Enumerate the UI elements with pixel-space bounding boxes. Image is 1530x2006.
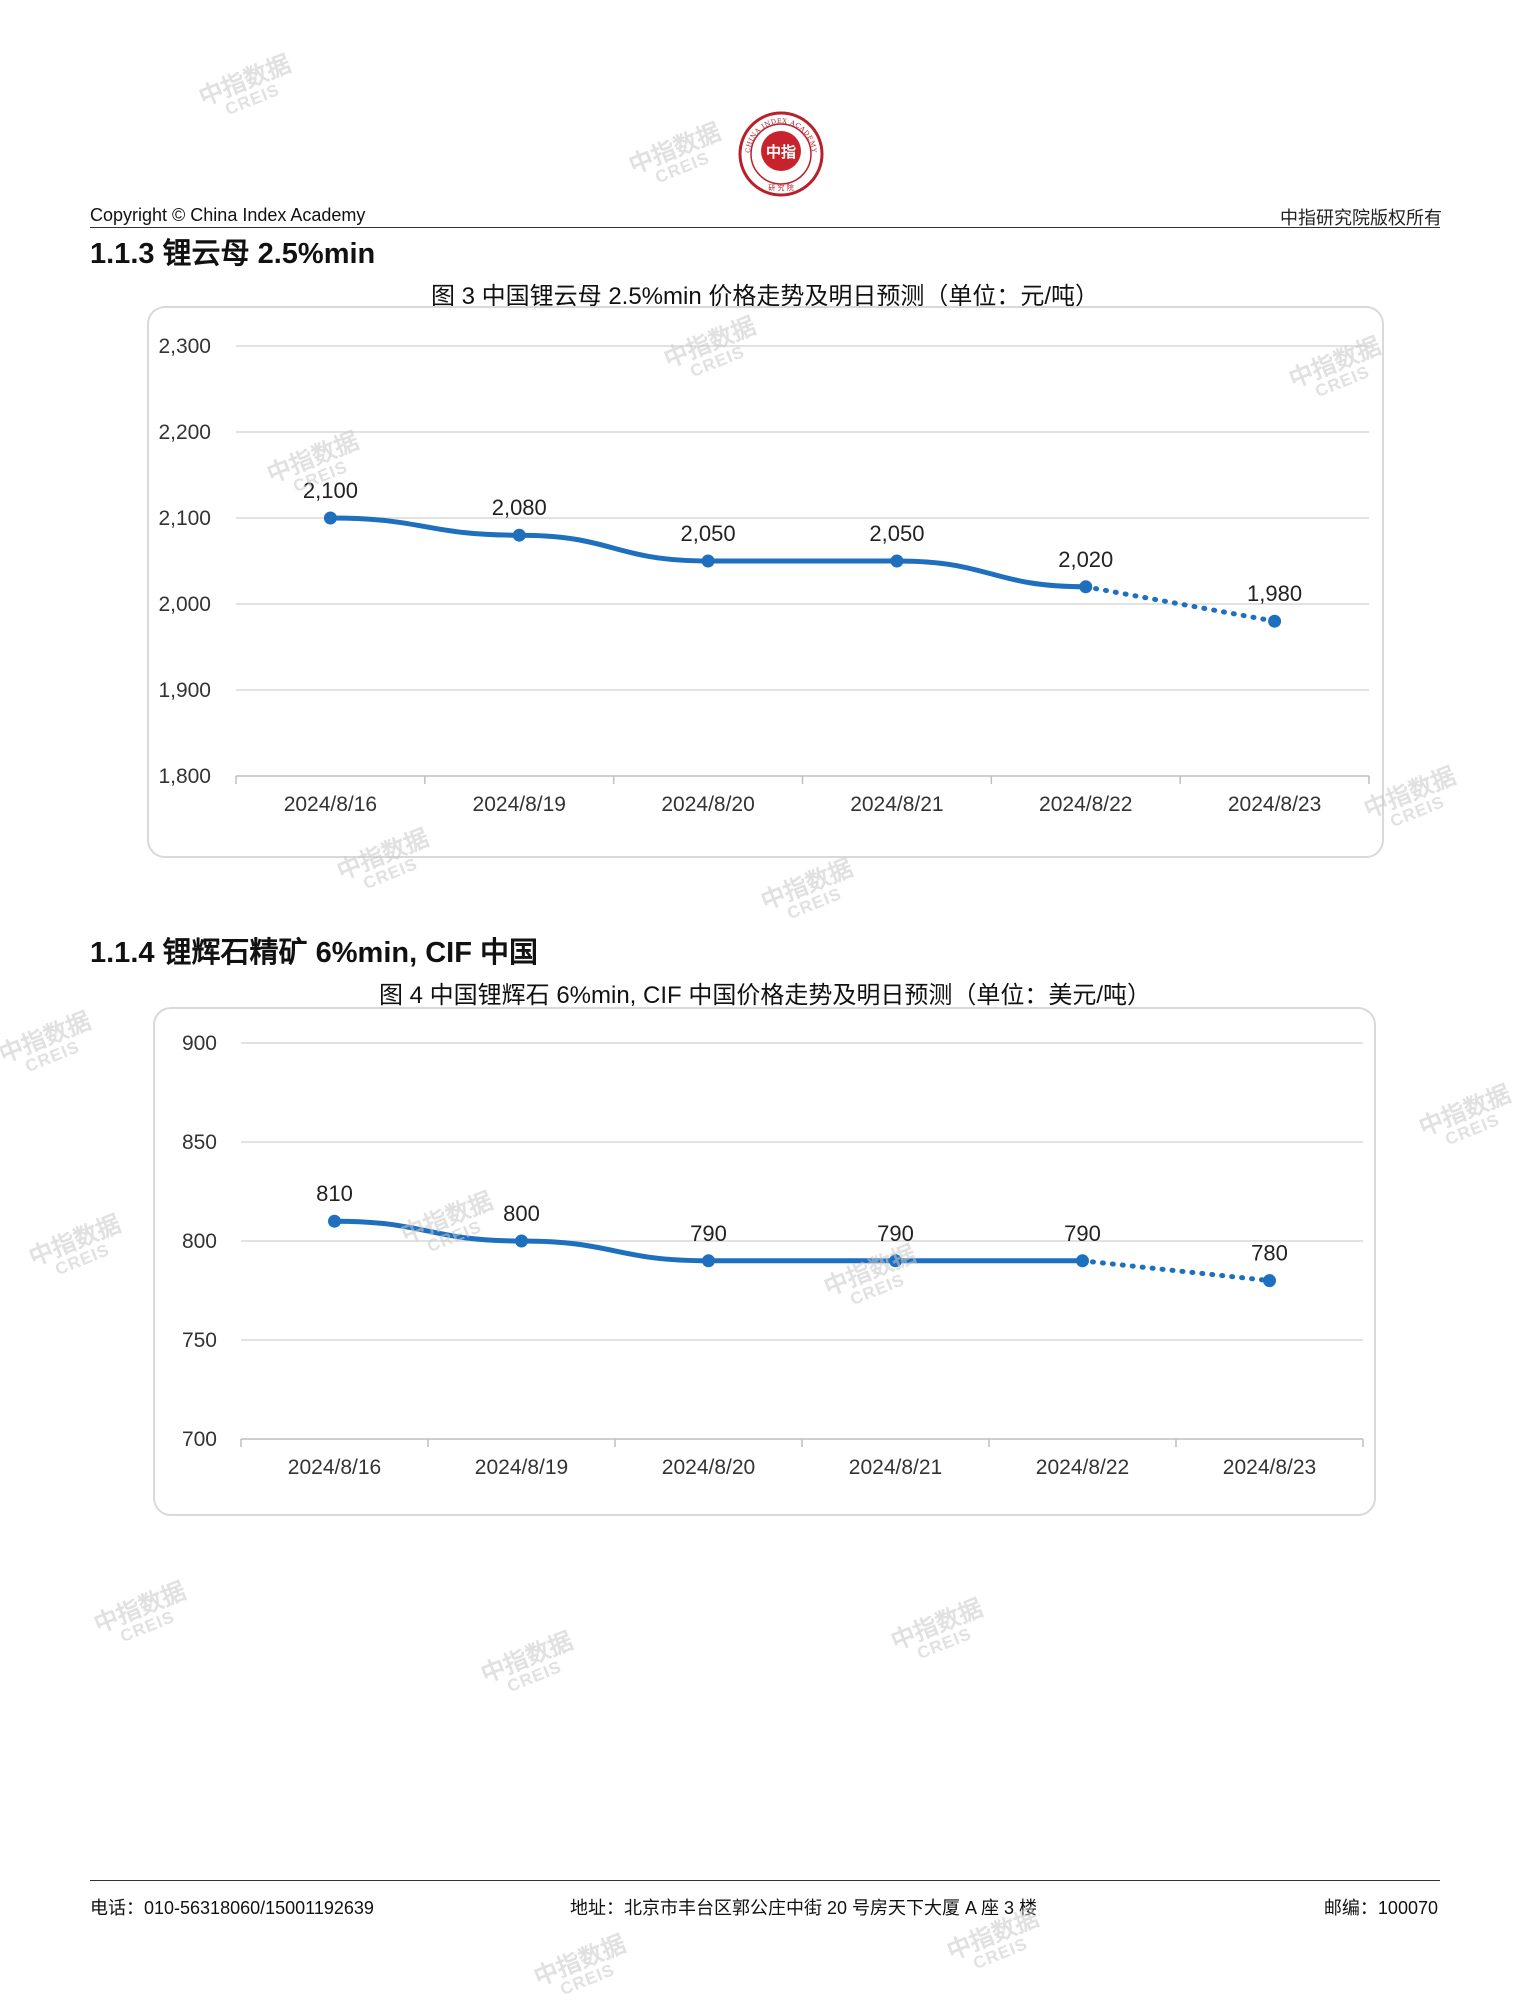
- lepidolite-price-chart: 1,800 1,900 2,000 2,100 2,200 2,300 2024/8/16 2…: [158, 335, 1370, 816]
- x-tick-label: 2024/8/19: [473, 793, 566, 816]
- x-tick-label: 2024/8/23: [1228, 793, 1321, 816]
- data-label: 1,980: [1247, 581, 1302, 606]
- data-point: [328, 1214, 341, 1228]
- y-tick-label: 2,300: [158, 335, 211, 358]
- footer-postcode: 邮编：100070: [1323, 1898, 1438, 1918]
- watermark: 中指数据 CREIS: [887, 1593, 987, 1664]
- watermark: 中指数据 CREIS: [625, 117, 725, 188]
- x-tick-label: 2024/8/16: [284, 793, 377, 816]
- forecast-line: [1080, 1258, 1272, 1284]
- data-label: 2,020: [1058, 547, 1113, 572]
- data-label: 780: [1251, 1241, 1288, 1266]
- data-point: [1263, 1274, 1276, 1288]
- chart-box-1: 1,800 1,900 2,000 2,100 2,200 2,300 2024/8/16 2…: [147, 306, 1384, 858]
- header-divider: [90, 227, 1440, 228]
- y-tick-label: 2,200: [158, 421, 211, 444]
- watermark: 中指数据 CREIS: [1415, 1079, 1515, 1150]
- data-label: 2,050: [869, 521, 924, 546]
- x-tick-label: 2024/8/19: [475, 1456, 568, 1479]
- data-label: 800: [503, 1201, 540, 1226]
- y-tick-label: 1,800: [158, 765, 211, 788]
- data-point: [701, 554, 715, 568]
- y-tick-label: 750: [182, 1329, 217, 1352]
- y-tick-label: 2,100: [158, 507, 211, 530]
- data-point: [702, 1254, 715, 1268]
- footer-phone: 电话：010-56318060/15001192639: [90, 1898, 374, 1918]
- data-point: [512, 528, 526, 542]
- spodumene-price-chart: 700 750 800 850 900 2024/8/16 2024/8/19 2024/8/…: [182, 1032, 1364, 1479]
- logo-bottom-text: 研 究 院: [768, 183, 793, 192]
- data-point: [1076, 1254, 1089, 1268]
- y-tick-label: 2,000: [158, 593, 211, 616]
- footer-divider: [90, 1880, 1440, 1881]
- rights-text: 中指研究院版权所有: [1280, 208, 1442, 229]
- y-tick-label: 850: [182, 1131, 217, 1154]
- watermark: 中指数据 CREIS: [0, 1006, 95, 1077]
- logo-center-text: 中指: [766, 143, 796, 161]
- chart-box-2: 700 750 800 850 900 2024/8/16 2024/8/19 2024/8/…: [153, 1007, 1376, 1516]
- x-tick-label: 2024/8/22: [1036, 1456, 1129, 1479]
- data-point: [890, 554, 904, 568]
- section-title-lepidolite: 1.1.3 锂云母 2.5%min: [90, 238, 376, 270]
- x-tick-label: 2024/8/23: [1223, 1456, 1316, 1479]
- section-title-spodumene: 1.1.4 锂辉石精矿 6%min, CIF 中国: [90, 937, 538, 969]
- forecast-line: [1083, 584, 1278, 624]
- data-label: 790: [690, 1221, 727, 1246]
- china-index-academy-logo: 中指 研 究 院 CHINA INDEX ACADEMY: [738, 111, 824, 197]
- data-label: 790: [1064, 1221, 1101, 1246]
- data-point: [323, 511, 337, 525]
- data-label: 2,100: [303, 478, 358, 503]
- watermark: 中指数据 CREIS: [195, 49, 295, 120]
- data-point: [889, 1254, 902, 1268]
- y-tick-label: 1,900: [158, 679, 211, 702]
- x-tick-label: 2024/8/20: [662, 1456, 755, 1479]
- x-tick-label: 2024/8/21: [849, 1456, 942, 1479]
- watermark: 中指数据 CREIS: [530, 1929, 630, 2000]
- y-tick-label: 900: [182, 1032, 217, 1055]
- copyright-text: Copyright © China Index Academy: [90, 205, 366, 225]
- x-tick-label: 2024/8/21: [850, 793, 943, 816]
- data-label: 2,080: [492, 495, 547, 520]
- x-tick-label: 2024/8/20: [661, 793, 754, 816]
- data-point: [515, 1234, 528, 1248]
- watermark: 中指数据 CREIS: [757, 853, 857, 924]
- data-label: 2,050: [681, 521, 736, 546]
- watermark: 中指数据 CREIS: [90, 1576, 190, 1647]
- watermark: 中指数据 CREIS: [477, 1626, 577, 1697]
- watermark: 中指数据 CREIS: [25, 1209, 125, 1280]
- y-tick-label: 700: [182, 1428, 217, 1451]
- figure-title-4: 图 4 中国锂辉石 6%min, CIF 中国价格走势及明日预测（单位：美元/吨…: [378, 982, 1152, 1009]
- data-label: 790: [877, 1221, 914, 1246]
- x-tick-label: 2024/8/16: [288, 1456, 381, 1479]
- data-point: [1268, 614, 1282, 628]
- y-tick-label: 800: [182, 1230, 217, 1253]
- footer-address: 地址：北京市丰台区郭公庄中街 20 号房天下大厦 A 座 3 楼: [570, 1898, 1038, 1918]
- data-label: 810: [316, 1181, 353, 1206]
- data-point: [1079, 580, 1093, 594]
- x-tick-label: 2024/8/22: [1039, 793, 1132, 816]
- figure-title-3: 图 3 中国锂云母 2.5%min 价格走势及明日预测（单位：元/吨）: [430, 283, 1100, 310]
